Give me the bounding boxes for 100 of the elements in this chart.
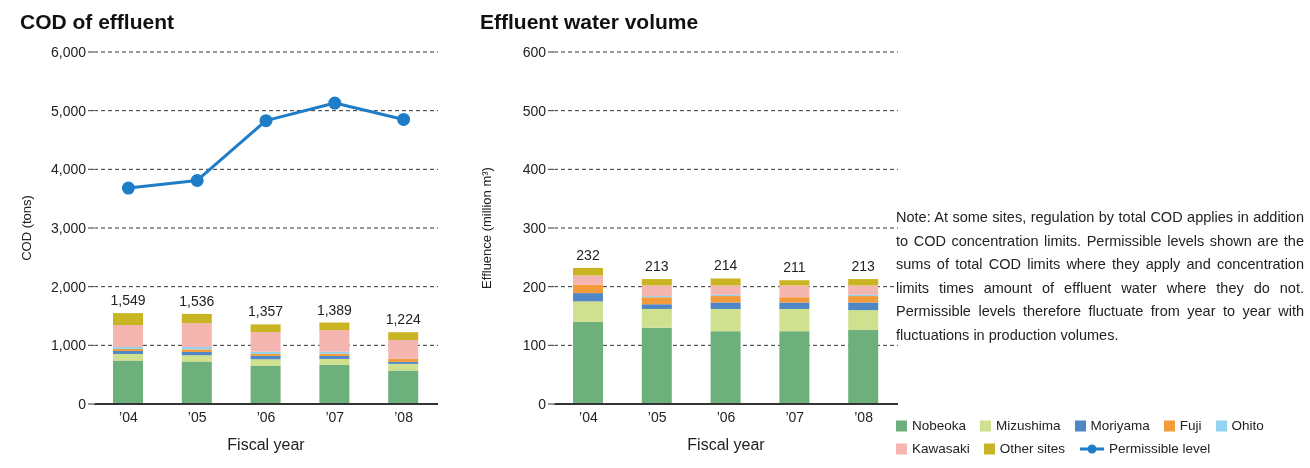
bar [181, 361, 212, 404]
x-tick-label: ’08 [854, 408, 874, 425]
legend-label: Moriyama [1090, 418, 1150, 433]
y-tick-label: 0 [538, 395, 547, 412]
bar [779, 302, 810, 309]
bar [388, 340, 419, 359]
y-tick-label: 0 [78, 395, 87, 412]
bar [113, 325, 143, 347]
x-axis-title: Fiscal year [227, 436, 306, 453]
x-tick-label: ’06 [716, 408, 736, 425]
bar [319, 330, 350, 352]
x-tick-label: ’04 [119, 408, 138, 425]
bar [573, 284, 603, 294]
bar [710, 308, 741, 332]
point [397, 112, 411, 126]
bar [779, 297, 810, 303]
chart-title: COD of effluent [20, 10, 175, 35]
bar [319, 364, 350, 404]
bar [848, 296, 879, 303]
bar [573, 275, 603, 285]
y-tick-label: 600 [522, 43, 547, 60]
y-tick-label: 200 [522, 278, 547, 295]
bar [848, 279, 879, 286]
bar [250, 324, 281, 333]
legend-label: Kawasaki [912, 441, 970, 456]
y-axis-title: Effluence (million m³) [478, 167, 494, 289]
legend-label: Mizushima [996, 418, 1061, 433]
y-tick-label: 1,000 [50, 337, 87, 354]
legend-label: Ohito [1231, 418, 1264, 433]
y-tick-label: 100 [522, 337, 547, 354]
bar [113, 353, 143, 361]
point [121, 181, 135, 195]
y-tick-label: 2,000 [50, 278, 87, 295]
point [259, 114, 273, 128]
bar [319, 358, 350, 365]
bar [641, 297, 672, 305]
bar [710, 278, 741, 286]
bar [319, 322, 350, 331]
bar [181, 323, 212, 347]
total-label: 213 [645, 258, 669, 275]
bar [250, 365, 281, 404]
bar [113, 313, 143, 326]
y-tick-label: 6,000 [50, 43, 87, 60]
y-tick-label: 300 [522, 219, 547, 236]
point [190, 173, 204, 187]
x-tick-label: ’05 [187, 408, 207, 425]
bar [710, 285, 741, 295]
total-label: 232 [576, 246, 600, 263]
bar [779, 280, 810, 286]
bar [710, 302, 741, 309]
legend-label: Nobeoka [912, 418, 967, 433]
bar [779, 331, 810, 404]
y-tick-label: 5,000 [50, 102, 87, 119]
total-label: 1,389 [316, 301, 353, 318]
bar [779, 285, 810, 298]
bar [388, 332, 419, 341]
bar [388, 363, 419, 371]
x-tick-label: ’05 [647, 408, 667, 425]
bar [641, 308, 672, 328]
y-tick-label: 3,000 [50, 219, 87, 236]
bar [573, 293, 603, 302]
bar [848, 330, 879, 404]
bar [113, 360, 143, 404]
total-label: 214 [713, 257, 738, 274]
x-tick-label: ’08 [394, 408, 414, 425]
legend-label: Permissible level [1109, 441, 1211, 456]
total-label: 211 [783, 259, 806, 276]
y-tick-label: 4,000 [50, 161, 87, 178]
chart-title: Effluent water volume [480, 10, 700, 35]
bar [710, 296, 741, 303]
total-label: 213 [851, 258, 876, 275]
bar [641, 279, 672, 286]
bar [641, 285, 672, 297]
bar [573, 267, 603, 276]
x-tick-label: ’07 [785, 408, 805, 425]
legend-label: Other sites [999, 441, 1066, 456]
bar [710, 331, 741, 404]
total-label: 1,357 [248, 303, 284, 320]
y-tick-label: 400 [522, 161, 547, 178]
bar [848, 285, 879, 295]
bar [181, 355, 212, 362]
bar [848, 310, 879, 331]
x-tick-label: ’06 [256, 408, 276, 425]
y-tick-label: 500 [522, 102, 547, 119]
bar [250, 332, 281, 352]
total-label: 1,224 [385, 311, 421, 328]
legend-label: Fuji [1179, 418, 1202, 433]
bar [250, 355, 281, 360]
bar [848, 302, 879, 311]
bar [641, 304, 672, 309]
bar [779, 308, 810, 332]
total-label: 1,549 [110, 292, 146, 309]
x-axis-title: Fiscal year [687, 436, 766, 453]
bar [573, 321, 603, 404]
annotation: Note: At some sites, regulation by total COD applies in addition to COD concentration limits. Permissible levels shown are the sums of total COD limits where they apply and concentration limits times amount of effluent water where they do not. Permissible levels therefore fluctuate from year to year with fluctuations in production volumes. [896, 208, 1304, 345]
x-tick-label: ’07 [325, 408, 345, 425]
bar [181, 351, 212, 356]
bar [181, 313, 212, 324]
bar [641, 327, 672, 404]
y-axis-title: COD (tons) [18, 195, 34, 261]
